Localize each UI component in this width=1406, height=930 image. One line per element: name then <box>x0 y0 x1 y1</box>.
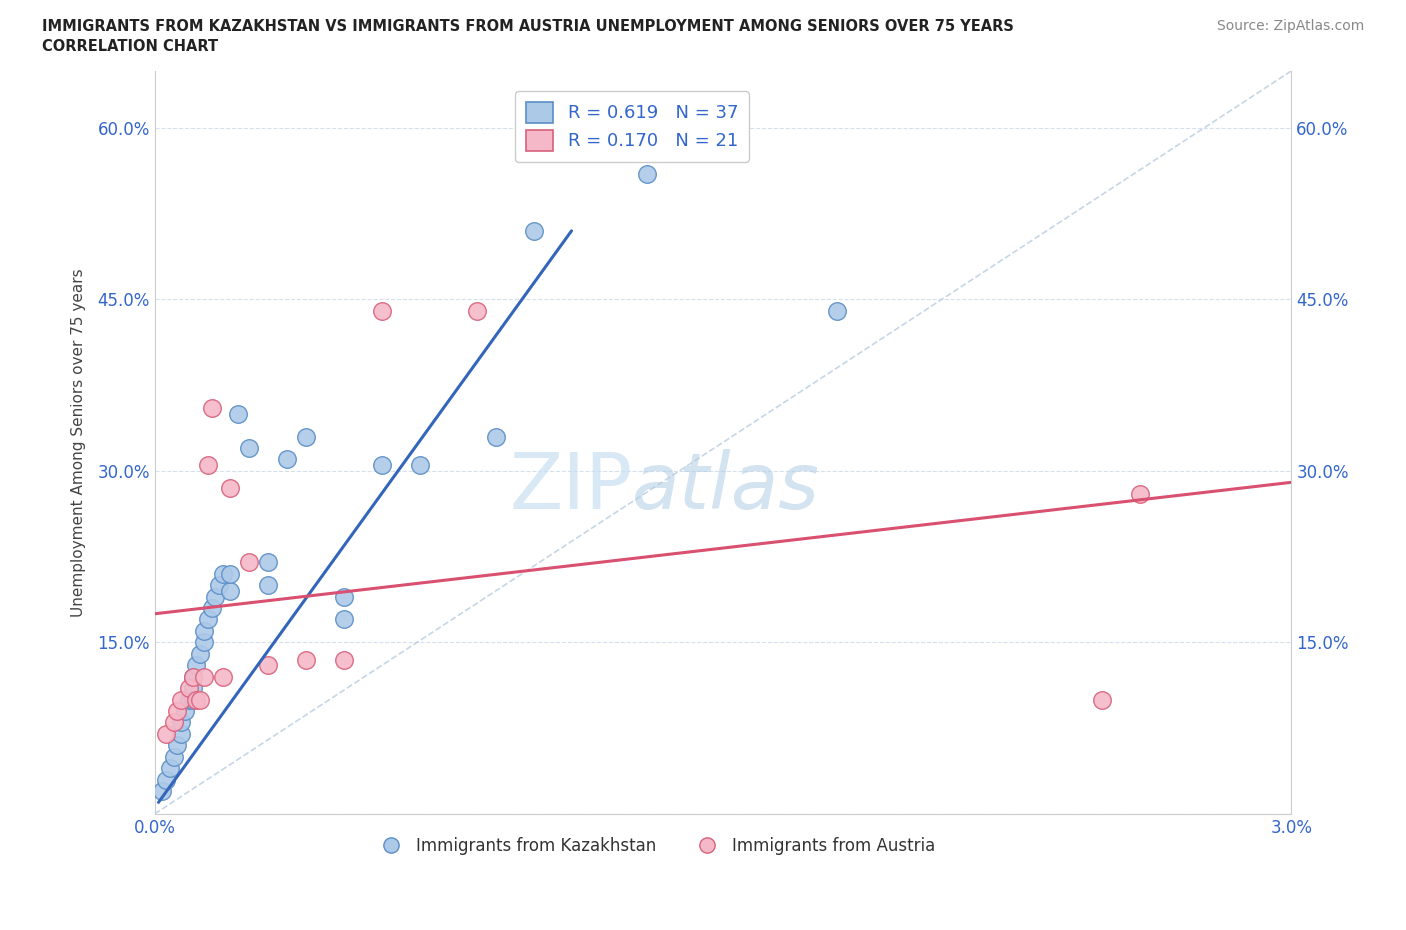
Point <box>197 612 219 627</box>
Point <box>186 692 208 707</box>
Point <box>371 458 394 472</box>
Point <box>155 726 177 741</box>
Text: IMMIGRANTS FROM KAZAKHSTAN VS IMMIGRANTS FROM AUSTRIA UNEMPLOYMENT AMONG SENIORS: IMMIGRANTS FROM KAZAKHSTAN VS IMMIGRANTS… <box>42 19 1014 33</box>
Point <box>155 772 177 787</box>
Point <box>163 715 186 730</box>
Point <box>181 692 204 707</box>
Point <box>1129 486 1152 501</box>
Point <box>204 590 226 604</box>
Point <box>193 670 215 684</box>
Point <box>219 481 242 496</box>
Point <box>188 646 211 661</box>
Text: ZIP: ZIP <box>509 449 633 525</box>
Point <box>166 737 188 752</box>
Point <box>170 715 193 730</box>
Point <box>1091 692 1114 707</box>
Point <box>166 703 188 718</box>
Point <box>465 303 488 318</box>
Text: Source: ZipAtlas.com: Source: ZipAtlas.com <box>1216 19 1364 33</box>
Point <box>181 670 204 684</box>
Point <box>193 623 215 638</box>
Point <box>333 590 356 604</box>
Point <box>825 303 848 318</box>
Point <box>257 555 280 570</box>
Point <box>197 458 219 472</box>
Point <box>208 578 231 592</box>
Point <box>238 441 260 456</box>
Legend: Immigrants from Kazakhstan, Immigrants from Austria: Immigrants from Kazakhstan, Immigrants f… <box>368 830 942 861</box>
Point <box>276 452 298 467</box>
Point <box>257 578 280 592</box>
Point <box>174 703 197 718</box>
Point <box>485 429 508 444</box>
Point <box>212 670 235 684</box>
Text: atlas: atlas <box>633 449 820 525</box>
Text: CORRELATION CHART: CORRELATION CHART <box>42 39 218 54</box>
Point <box>181 670 204 684</box>
Point <box>219 583 242 598</box>
Point <box>163 750 186 764</box>
Y-axis label: Unemployment Among Seniors over 75 years: Unemployment Among Seniors over 75 years <box>72 268 86 617</box>
Point <box>188 692 211 707</box>
Point <box>333 652 356 667</box>
Point <box>170 692 193 707</box>
Point <box>219 566 242 581</box>
Point <box>150 783 173 798</box>
Point <box>409 458 432 472</box>
Point <box>177 681 200 696</box>
Point <box>193 635 215 650</box>
Point <box>200 601 222 616</box>
Point <box>257 658 280 672</box>
Point <box>159 761 181 776</box>
Point <box>212 566 235 581</box>
Point <box>371 303 394 318</box>
Point <box>636 166 658 181</box>
Point <box>333 612 356 627</box>
Point <box>170 726 193 741</box>
Point <box>523 223 546 238</box>
Point <box>186 658 208 672</box>
Point <box>226 406 249 421</box>
Point <box>177 692 200 707</box>
Point <box>295 652 318 667</box>
Point <box>181 681 204 696</box>
Point <box>295 429 318 444</box>
Point <box>200 401 222 416</box>
Point <box>238 555 260 570</box>
